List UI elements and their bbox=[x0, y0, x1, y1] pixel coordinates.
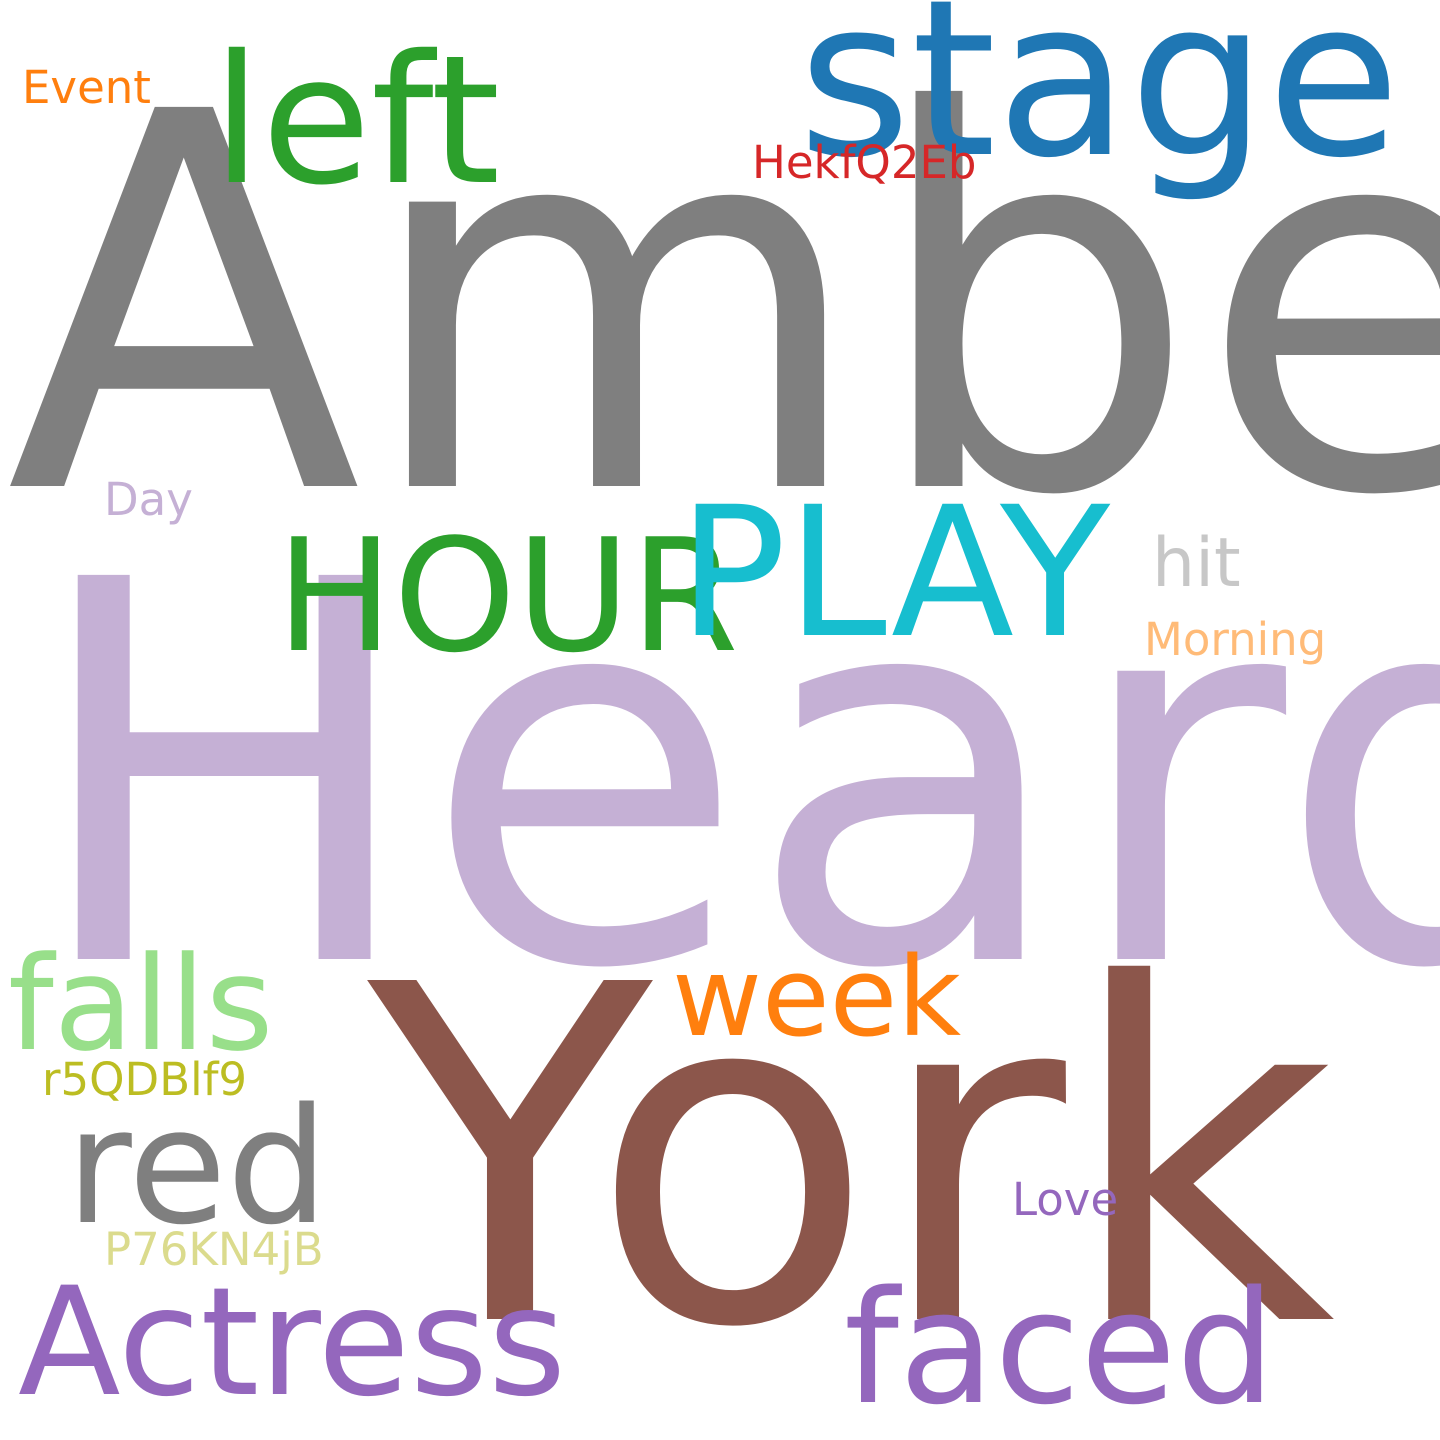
word-play: PLAY bbox=[678, 469, 1111, 678]
word-r5qdblf9: r5QDBlf9 bbox=[42, 1053, 248, 1106]
word-actress: Actress bbox=[18, 1256, 567, 1430]
word-love: Love bbox=[1012, 1173, 1119, 1226]
word-left: left bbox=[212, 17, 501, 224]
word-hekfq2eb: HekfQ2Eb bbox=[752, 136, 977, 189]
word-hit: hit bbox=[1152, 524, 1241, 603]
word-week: week bbox=[672, 933, 962, 1061]
word-falls: falls bbox=[8, 928, 274, 1080]
word-hour: HOUR bbox=[276, 505, 739, 687]
word-heard: Heard bbox=[26, 471, 1440, 1084]
word-red: red bbox=[66, 1073, 329, 1260]
word-amber: Amber bbox=[6, 3, 1440, 609]
word-event: Event bbox=[22, 61, 151, 114]
word-faced: faced bbox=[844, 1257, 1276, 1439]
word-york: York bbox=[368, 887, 1336, 1429]
word-morning: Morning bbox=[1144, 613, 1327, 666]
word-stage: stage bbox=[798, 0, 1401, 206]
word-p76kn4jb: P76KN4jB bbox=[104, 1223, 324, 1276]
word-day: Day bbox=[104, 473, 193, 526]
